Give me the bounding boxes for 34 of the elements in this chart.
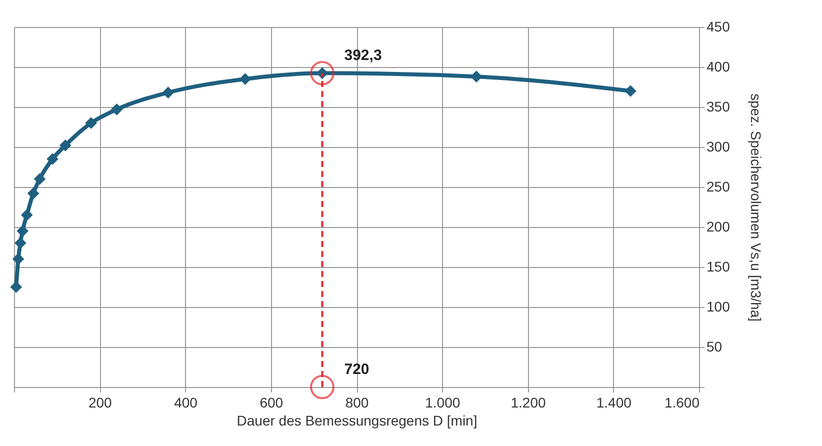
point [27, 187, 40, 200]
point [110, 103, 123, 116]
y-tick-label: 100 [706, 298, 730, 314]
x-tick-label: 600 [260, 394, 284, 410]
x-axis-title: Dauer des Bemessungsregens D [min] [236, 412, 478, 428]
x-tick-label: 1.600 [664, 394, 700, 410]
point [10, 281, 22, 293]
x-tick-label: 1.200 [510, 394, 546, 410]
point [12, 253, 24, 265]
x-tick-label: 1.000 [425, 394, 460, 410]
y-tick-label: 200 [706, 218, 730, 234]
x-tick-label: 200 [88, 394, 112, 410]
y-tick-label: 400 [706, 58, 730, 74]
point [16, 225, 28, 237]
point [162, 86, 174, 99]
y-axis-title: spez. Speichervolumen Vs,u [m3/ha] [748, 93, 764, 322]
point [59, 139, 72, 152]
point [20, 209, 33, 221]
x-tick-label: 800 [345, 394, 369, 410]
y-tick-label: 300 [706, 138, 730, 154]
point [46, 153, 58, 165]
annotation: 392,3 [344, 47, 382, 64]
y-tick-label: 350 [706, 98, 730, 114]
y-tick-label: 150 [706, 258, 730, 274]
y-tick-label: 450 [706, 18, 730, 34]
y-tick-label: 50 [706, 338, 722, 354]
x-tick-label: 400 [174, 394, 198, 410]
point [14, 237, 26, 249]
point [34, 173, 46, 185]
point [85, 117, 97, 129]
y-tick-label: 250 [706, 178, 730, 194]
annotation: 720 [344, 361, 370, 378]
point [624, 85, 636, 97]
x-tick-label: 1.400 [596, 394, 632, 410]
